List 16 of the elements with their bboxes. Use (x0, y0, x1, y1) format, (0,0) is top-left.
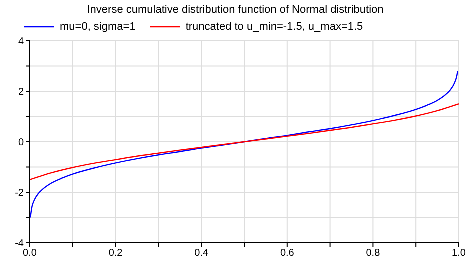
line-series (30, 104, 459, 180)
x-tick-label: 0.6 (280, 248, 295, 260)
x-tick-label: 1.0 (452, 248, 466, 260)
x-tick-label: 0.2 (108, 248, 124, 260)
y-tick-label: 0 (18, 138, 24, 149)
x-tick-label: 0.0 (23, 248, 38, 260)
y-tick-label: 4 (18, 36, 24, 48)
legend-label: truncated to u_min=-1.5, u_max=1.5 (186, 21, 364, 33)
chart-title: Inverse cumulative distribution function of Normal distribution (86, 3, 385, 18)
y-tick-label: 2 (18, 87, 24, 98)
x-tick-label: 0.8 (366, 248, 381, 260)
x-tick-label: 0.4 (194, 248, 209, 260)
y-tick-label: -2 (15, 188, 24, 200)
y-tick-label: -4 (15, 238, 24, 250)
line-series (30, 70, 459, 218)
legend-label: mu=0, sigma=1 (60, 21, 136, 33)
